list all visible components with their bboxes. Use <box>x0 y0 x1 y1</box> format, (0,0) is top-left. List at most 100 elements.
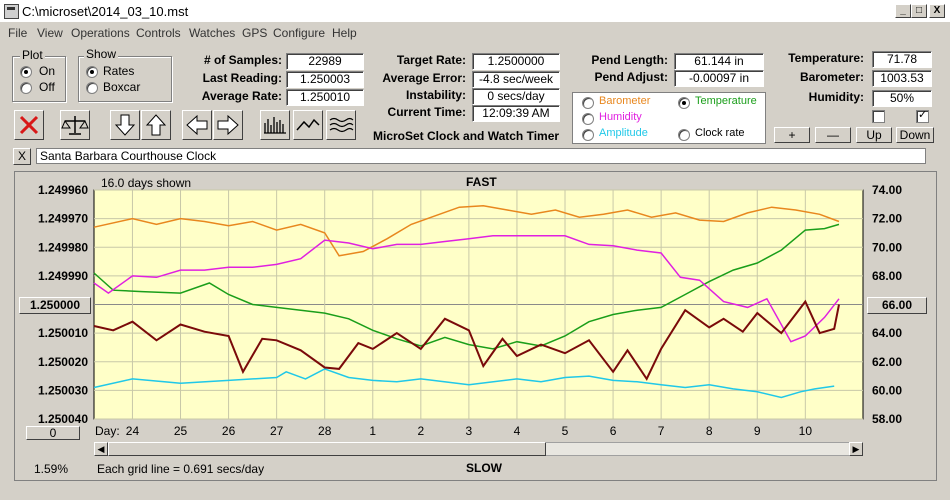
humidity-field: 50% <box>872 90 932 107</box>
average-error-label: Average Error: <box>382 71 466 85</box>
amplitude-option-label: Amplitude <box>599 127 648 139</box>
scale-down-button[interactable]: Down <box>896 127 934 143</box>
menu-watches[interactable]: Watches <box>189 26 236 40</box>
line-chart-icon <box>296 118 320 131</box>
humidity-label: Humidity: <box>808 90 864 104</box>
x-tick-label: 2 <box>417 424 424 438</box>
day-axis-label: Day: <box>95 424 120 438</box>
left-reference-button[interactable]: 1.250000 <box>19 297 91 314</box>
y-right-tick-label: 64.00 <box>872 326 902 340</box>
sensor-options-box <box>572 92 766 144</box>
option-checkbox-right[interactable]: ✓ <box>916 109 929 123</box>
menu-gps[interactable]: GPS <box>242 26 268 40</box>
scroll-left-button[interactable]: ◀ <box>94 442 108 456</box>
humidity-radio[interactable] <box>582 113 594 125</box>
show-boxcar-radio[interactable] <box>86 82 98 94</box>
menu-configure[interactable]: Configure <box>273 26 326 40</box>
close-button[interactable]: X <box>929 4 945 18</box>
app-name: MicroSet Clock and Watch Timer <box>373 129 560 143</box>
y-left-tick-label: 1.250020 <box>38 355 88 369</box>
barometer-field: 1003.53 <box>872 70 932 87</box>
y-right-tick-label: 68.00 <box>872 269 902 283</box>
x-tick-label: 1 <box>369 424 376 438</box>
option-checkbox-left[interactable] <box>872 110 885 123</box>
x-tick-label: 5 <box>562 424 569 438</box>
x-tick-label: 24 <box>126 424 140 438</box>
down-arrow-button[interactable] <box>110 110 140 140</box>
show-rates-radio[interactable] <box>86 66 98 78</box>
menu-operations[interactable]: Operations <box>71 26 130 40</box>
menu-controls[interactable]: Controls <box>136 26 181 40</box>
y-left-tick-label: 1.250030 <box>38 383 88 397</box>
temperature-radio[interactable] <box>678 97 690 109</box>
arrow-left-icon <box>186 114 208 136</box>
scale-minus-button[interactable]: — <box>815 127 851 143</box>
y-left-tick-label: 1.249990 <box>38 269 88 283</box>
x-tick-label: 25 <box>174 424 188 438</box>
amplitude-radio[interactable] <box>582 129 594 141</box>
pend-length-label: Pend Length: <box>591 53 668 67</box>
watch-name-input[interactable]: Santa Barbara Courthouse Clock <box>36 148 926 164</box>
watch-clear-button[interactable]: X <box>13 148 31 165</box>
y-left-tick-label: 1.249980 <box>38 240 88 254</box>
target-rate-label: Target Rate: <box>396 53 466 67</box>
red-x-icon <box>19 115 39 135</box>
samples-field: 22989 <box>286 53 364 70</box>
pend-adjust-label: Pend Adjust: <box>594 70 668 84</box>
temperature-option-label: Temperature <box>695 95 757 107</box>
show-group-title: Show <box>84 47 119 61</box>
arrow-up-icon <box>145 114 167 136</box>
instability-label: Instability: <box>405 88 466 102</box>
menu-bar <box>0 22 950 42</box>
clear-button[interactable] <box>14 110 44 140</box>
scroll-right-button[interactable]: ▶ <box>849 442 863 456</box>
y-right-tick-label: 70.00 <box>872 240 902 254</box>
series-line-temperature <box>93 223 840 350</box>
y-right-tick-label: 58.00 <box>872 412 902 426</box>
wave-view-button[interactable] <box>326 110 356 140</box>
humidity-option-label: Humidity <box>599 111 642 123</box>
last-reading-field: 1.250003 <box>286 71 364 88</box>
bar-view-button[interactable] <box>260 110 290 140</box>
plot-on-radio[interactable] <box>20 66 32 78</box>
series-line-amplitude <box>93 368 835 399</box>
x-tick-label: 26 <box>222 424 236 438</box>
window-title: C:\microset\2014_03_10.mst <box>22 4 189 19</box>
average-error-field: -4.8 sec/week <box>472 71 560 88</box>
scale-plus-button[interactable]: + <box>774 127 810 143</box>
app-icon[interactable] <box>4 4 19 19</box>
clock-rate-radio[interactable] <box>678 129 690 141</box>
balance-button[interactable] <box>60 110 90 140</box>
menu-view[interactable]: View <box>37 26 63 40</box>
last-reading-label: Last Reading: <box>202 71 282 85</box>
x-tick-label: 10 <box>799 424 813 438</box>
menu-help[interactable]: Help <box>332 26 357 40</box>
arrow-right-icon <box>217 114 239 136</box>
average-rate-field: 1.250010 <box>286 89 364 106</box>
right-reference-button[interactable]: 66.00 <box>867 297 927 314</box>
y-right-tick-label: 62.00 <box>872 355 902 369</box>
x-tick-label: 6 <box>610 424 617 438</box>
maximize-button[interactable]: □ <box>911 4 927 18</box>
y-right-tick-label: 74.00 <box>872 183 902 197</box>
menu-file[interactable]: File <box>8 26 28 40</box>
zero-button[interactable]: 0 <box>26 426 80 440</box>
minimize-button[interactable]: _ <box>895 4 911 18</box>
line-view-button[interactable] <box>293 110 323 140</box>
clock-rate-option-label: Clock rate <box>695 127 745 139</box>
left-arrow-button[interactable] <box>182 110 212 140</box>
x-tick-label: 4 <box>514 424 521 438</box>
balance-scale-icon <box>61 116 89 135</box>
pend-adjust-field: -0.00097 in <box>674 70 764 87</box>
up-arrow-button[interactable] <box>141 110 171 140</box>
scale-up-button[interactable]: Up <box>856 127 892 143</box>
scroll-thumb[interactable] <box>108 442 546 456</box>
barometer-label: Barometer: <box>799 70 864 84</box>
y-left-tick-label: 1.250040 <box>38 412 88 426</box>
plot-off-radio[interactable] <box>20 82 32 94</box>
slow-label: SLOW <box>466 461 502 475</box>
right-arrow-button[interactable] <box>213 110 243 140</box>
barometer-radio[interactable] <box>582 97 594 109</box>
fast-label: FAST <box>466 175 497 189</box>
